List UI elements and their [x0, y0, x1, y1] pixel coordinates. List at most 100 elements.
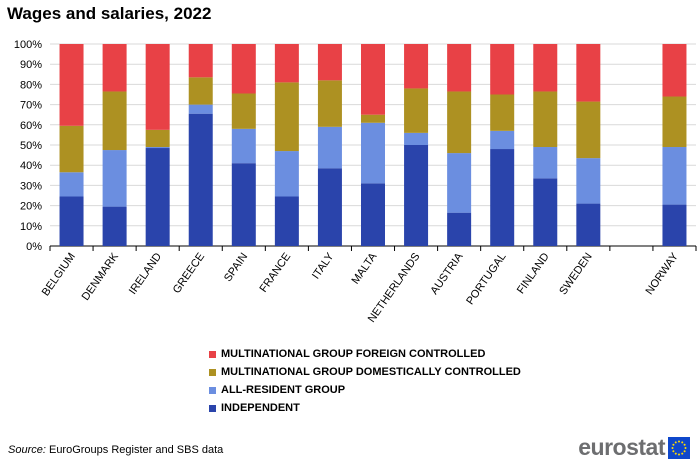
bar-segment: [145, 148, 170, 246]
legend-item-domestically-controlled: MULTINATIONAL GROUP DOMESTICALLY CONTROL…: [209, 363, 521, 381]
legend-swatch-all-resident: [209, 386, 216, 394]
legend-swatch-foreign: [209, 350, 216, 358]
source-text: EuroGroups Register and SBS data: [45, 444, 224, 456]
eurostat-logo: eurostat: [578, 434, 690, 461]
bar-segment: [231, 44, 256, 94]
bar-segment: [59, 196, 84, 246]
legend: MULTINATIONAL GROUP FOREIGN CONTROLLED M…: [209, 345, 521, 417]
brand-name: eurostat: [578, 434, 665, 460]
bar-segment: [404, 88, 429, 133]
bar-segment: [447, 153, 472, 213]
x-tick-label: NORWAY: [644, 250, 682, 297]
bar-segment: [490, 94, 515, 131]
x-tick-label: SWEDEN: [557, 251, 595, 297]
bar-segment: [188, 104, 213, 114]
bar-segment: [274, 196, 299, 246]
bar-segment: [59, 172, 84, 197]
x-tick-label: AUSTRIA: [428, 250, 466, 296]
y-tick-label: 0%: [26, 241, 42, 253]
source-note: Source: EuroGroups Register and SBS data: [8, 444, 223, 456]
bar-segment: [274, 44, 299, 83]
bar-segment: [188, 77, 213, 105]
eu-flag-icon: [668, 436, 690, 459]
bar-segment: [576, 44, 601, 102]
y-tick-label: 50%: [20, 140, 42, 152]
bar-segment: [274, 82, 299, 152]
bar-segment: [447, 91, 472, 154]
bar-segment: [662, 147, 687, 205]
bar-segment: [361, 183, 385, 246]
bar-segment: [533, 91, 558, 148]
x-tick-label: DENMARK: [80, 250, 122, 302]
x-tick-label: BELGIUM: [40, 251, 78, 298]
y-tick-label: 100%: [14, 39, 42, 51]
bar-segment: [317, 80, 342, 127]
bar-segment: [490, 130, 515, 150]
bar-segment: [447, 212, 472, 246]
bar-segment: [59, 125, 84, 173]
bar-segment: [188, 44, 213, 78]
y-tick-label: 30%: [20, 180, 42, 192]
bar-segment: [274, 151, 299, 197]
bar-segment: [533, 178, 558, 246]
bar-segment: [145, 129, 170, 148]
bar-segment: [317, 168, 342, 246]
bar-segment: [361, 114, 385, 123]
y-tick-label: 80%: [20, 79, 42, 91]
bar-segment: [102, 150, 127, 207]
bar-segment: [662, 96, 687, 148]
bar-segment: [317, 126, 342, 169]
bar-segment: [533, 44, 558, 92]
bar-segment: [533, 147, 558, 179]
bar-segment: [102, 206, 127, 246]
bar-segment: [404, 145, 429, 246]
bar-segment: [102, 44, 127, 92]
bar-segment: [662, 44, 687, 97]
source-label: Source:: [8, 444, 46, 456]
bar-segment: [145, 44, 170, 130]
bar-segment: [145, 147, 170, 149]
bar-segment: [102, 91, 127, 151]
bar-segment: [576, 158, 601, 204]
bar-segment: [447, 44, 472, 92]
legend-label-foreign: MULTINATIONAL GROUP FOREIGN CONTROLLED: [221, 348, 486, 360]
bar-segment: [576, 203, 601, 246]
x-tick-label: MALTA: [350, 250, 380, 286]
legend-label-domestic: MULTINATIONAL GROUP DOMESTICALLY CONTROL…: [221, 366, 521, 378]
x-tick-label: SPAIN: [222, 251, 250, 284]
bar-segment: [576, 101, 601, 159]
legend-swatch-domestic: [209, 368, 216, 376]
legend-label-independent: INDEPENDENT: [221, 402, 300, 414]
y-tick-label: 60%: [20, 120, 42, 132]
bar-segment: [231, 163, 256, 246]
legend-item-foreign-controlled: MULTINATIONAL GROUP FOREIGN CONTROLLED: [209, 345, 521, 363]
y-tick-label: 20%: [20, 201, 42, 213]
x-tick-label: IRELAND: [127, 251, 164, 297]
bar-segment: [490, 44, 515, 95]
chart-title: Wages and salaries, 2022: [7, 4, 212, 23]
bar-segment: [404, 132, 429, 145]
legend-item-all-resident: ALL-RESIDENT GROUP: [209, 381, 521, 399]
legend-item-independent: INDEPENDENT: [209, 399, 521, 417]
y-tick-label: 70%: [20, 100, 42, 112]
x-tick-label: FRANCE: [258, 251, 294, 295]
bar-segment: [59, 44, 84, 126]
x-tick-label: ITALY: [310, 250, 337, 281]
legend-swatch-independent: [209, 404, 216, 412]
stacked-bar-chart: 0% 10% 20% 30% 40% 50% 60% 70% 80% 90% 100% BELGIUM…: [14, 39, 697, 325]
bar-segment: [404, 44, 429, 89]
bar-segment: [317, 44, 342, 81]
bar-segment: [490, 149, 515, 246]
x-tick-label: GREECE: [171, 251, 207, 296]
bar-segment: [361, 122, 385, 184]
x-tick-label: FINLAND: [515, 251, 552, 296]
bar-segment: [231, 128, 256, 164]
bar-segment: [188, 113, 213, 246]
bar-segment: [662, 204, 687, 246]
y-tick-label: 90%: [20, 59, 42, 71]
bar-segment: [361, 44, 385, 115]
x-tick-label: PORTUGAL: [464, 251, 508, 307]
bar-segment: [231, 93, 256, 129]
y-tick-label: 40%: [20, 160, 42, 172]
legend-label-all-resident: ALL-RESIDENT GROUP: [221, 384, 346, 396]
